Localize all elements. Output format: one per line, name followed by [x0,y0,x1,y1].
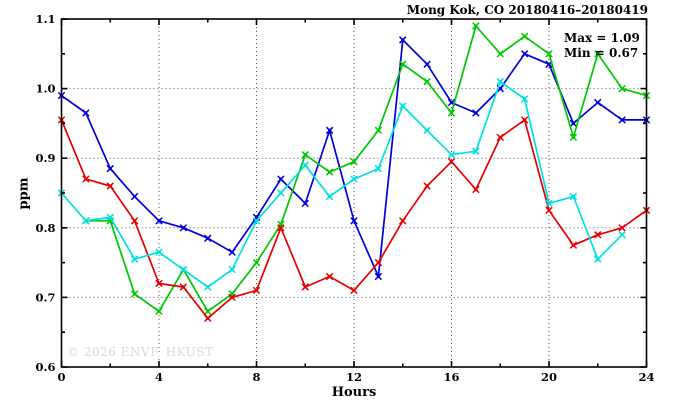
grid-lines [61,19,647,367]
x-axis-label: Hours [331,385,377,400]
svg-text:24: 24 [638,370,654,384]
svg-text:0.6: 0.6 [35,360,55,374]
series-blue-markers [57,36,651,281]
svg-text:1.0: 1.0 [35,82,55,96]
svg-text:0.8: 0.8 [35,221,55,235]
annotation-max: Max = 1.09 [564,31,640,45]
svg-text:12: 12 [346,370,362,384]
chart-title: Mong Kok, CO 20180416–20180419 [406,3,648,17]
svg-text:4: 4 [155,370,163,384]
series-green-markers [82,22,651,316]
svg-text:16: 16 [443,370,459,384]
svg-text:0.7: 0.7 [35,290,55,304]
watermark: © 2026 ENVF, HKUST [67,345,214,359]
axes-box [60,18,648,368]
series-cyan-markers [57,77,626,291]
series-green [82,22,651,316]
svg-text:0: 0 [57,370,65,384]
series-blue [57,36,651,281]
x-tick-labels: 0 4 8 12 16 20 24 [57,370,654,384]
svg-text:0.9: 0.9 [35,151,55,165]
y-tick-labels: 0.6 0.7 0.8 0.9 1.0 1.1 [35,12,55,374]
svg-text:8: 8 [252,370,260,384]
max-min-annotation: Max = 1.09 Min = 0.67 [564,31,640,61]
svg-text:1.1: 1.1 [35,12,55,26]
y-axis-label: ppm [16,177,32,210]
series-cyan [57,77,626,291]
annotation-min: Min = 0.67 [564,46,639,60]
svg-text:20: 20 [541,370,557,384]
